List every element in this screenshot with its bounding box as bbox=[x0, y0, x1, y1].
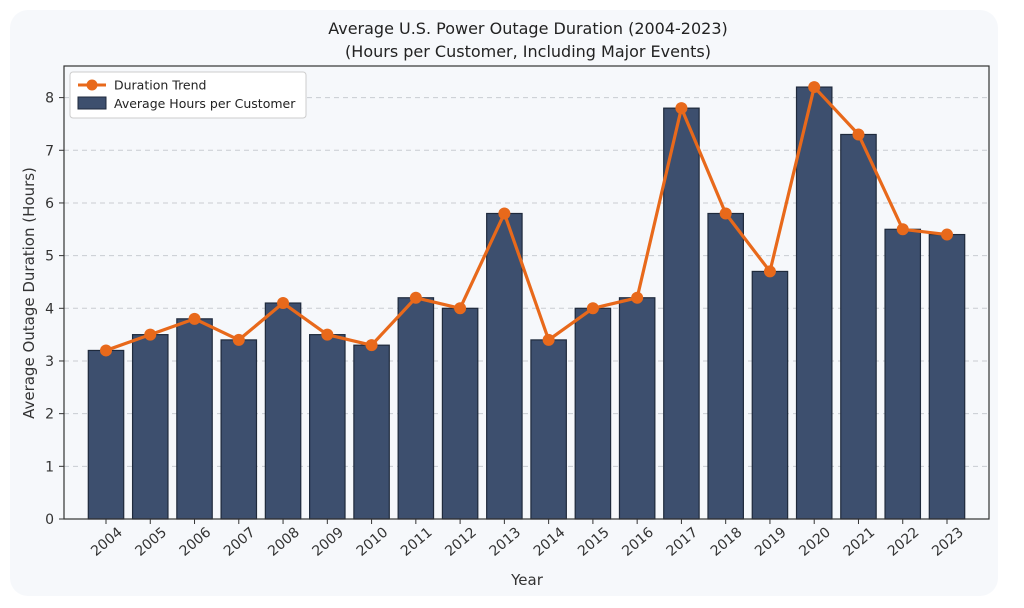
bar bbox=[663, 107, 700, 520]
chart-title: Average U.S. Power Outage Duration (2004… bbox=[328, 19, 728, 38]
trend-point bbox=[542, 333, 555, 346]
bar bbox=[441, 307, 479, 520]
legend-label-bars: Average Hours per Customer bbox=[114, 96, 296, 111]
bar bbox=[928, 233, 966, 520]
trend-point bbox=[321, 328, 334, 341]
legend-line-marker bbox=[86, 79, 98, 91]
x-tick-label: 2005 bbox=[132, 524, 170, 559]
y-tick-label: 8 bbox=[45, 91, 54, 107]
trend-point bbox=[675, 102, 688, 115]
y-tick-label: 3 bbox=[45, 354, 54, 370]
trend-line bbox=[105, 85, 948, 352]
trend-point bbox=[365, 339, 378, 352]
legend: Duration Trend Average Hours per Custome… bbox=[69, 71, 307, 119]
x-tick-labels: 2004 2005 2006 2007 2008 2009 2010 2011 2012 2013… bbox=[88, 519, 967, 560]
bar bbox=[397, 297, 435, 520]
x-tick-label: 2004 bbox=[88, 524, 126, 559]
trend-point bbox=[586, 302, 599, 315]
trend-point bbox=[808, 81, 821, 94]
y-tick-label: 6 bbox=[45, 196, 54, 212]
x-tick-label: 2010 bbox=[354, 524, 392, 559]
bar bbox=[751, 270, 789, 520]
x-tick-label: 2016 bbox=[619, 524, 657, 559]
x-tick-label: 2008 bbox=[265, 524, 303, 559]
bar bbox=[131, 334, 169, 520]
y-axis-label: Average Outage Duration (Hours) bbox=[20, 167, 38, 419]
x-tick-label: 2013 bbox=[487, 524, 525, 559]
bar bbox=[309, 334, 346, 520]
bar bbox=[618, 297, 656, 520]
y-tick-labels: 0 1 2 3 4 5 6 7 8 bbox=[45, 91, 64, 528]
x-tick-label: 2021 bbox=[841, 524, 879, 559]
x-tick-label: 2020 bbox=[796, 524, 834, 559]
x-tick-label: 2006 bbox=[177, 524, 215, 559]
y-tick-label: 5 bbox=[45, 249, 54, 265]
trend-point bbox=[852, 128, 865, 141]
y-tick-label: 1 bbox=[45, 459, 54, 475]
y-tick-label: 7 bbox=[45, 143, 54, 159]
bar bbox=[574, 307, 612, 520]
x-tick-label: 2012 bbox=[442, 524, 480, 559]
bar bbox=[486, 212, 523, 520]
trend-point bbox=[277, 297, 290, 310]
trend-point bbox=[232, 333, 245, 346]
bar bbox=[530, 339, 567, 520]
x-tick-label: 2009 bbox=[309, 524, 347, 559]
trend-point bbox=[498, 207, 511, 220]
x-tick-label: 2022 bbox=[885, 524, 923, 559]
legend-box bbox=[69, 71, 307, 119]
trend-point bbox=[719, 207, 732, 220]
x-tick-label: 2018 bbox=[708, 524, 746, 559]
trend-point bbox=[454, 302, 467, 315]
trend-point bbox=[409, 291, 422, 304]
bar-series bbox=[87, 86, 966, 520]
trend-point bbox=[896, 223, 909, 236]
y-tick-label: 0 bbox=[45, 512, 54, 528]
x-tick-label: 2017 bbox=[664, 524, 702, 559]
trend-point bbox=[144, 328, 157, 341]
x-tick-label: 2023 bbox=[929, 524, 967, 559]
y-tick-label: 2 bbox=[45, 407, 54, 423]
y-tick-label: 4 bbox=[45, 301, 54, 317]
x-axis-label: Year bbox=[510, 571, 544, 589]
trend-point bbox=[941, 228, 953, 241]
bar bbox=[795, 86, 833, 520]
x-tick-label: 2019 bbox=[752, 524, 790, 559]
trend-point bbox=[763, 265, 776, 278]
bar bbox=[87, 349, 125, 520]
bar bbox=[353, 344, 390, 520]
trend-point bbox=[100, 344, 112, 357]
grid-lines bbox=[64, 97, 989, 467]
trend-point bbox=[188, 312, 201, 325]
bar bbox=[840, 133, 877, 520]
legend-label-trend: Duration Trend bbox=[114, 78, 206, 93]
bar bbox=[884, 228, 922, 520]
bar bbox=[264, 302, 302, 520]
bar bbox=[220, 339, 258, 520]
bar bbox=[707, 212, 744, 520]
x-tick-label: 2015 bbox=[575, 524, 613, 559]
bar bbox=[176, 318, 213, 520]
plot-frame bbox=[63, 65, 990, 520]
x-tick-label: 2011 bbox=[398, 524, 436, 559]
x-tick-label: 2007 bbox=[221, 524, 259, 559]
chart-subtitle: (Hours per Customer, Including Major Eve… bbox=[345, 42, 711, 61]
legend-bar-swatch bbox=[77, 96, 107, 110]
trend-point bbox=[631, 291, 644, 304]
x-tick-label: 2014 bbox=[531, 524, 569, 559]
trend-line-series bbox=[100, 81, 953, 357]
